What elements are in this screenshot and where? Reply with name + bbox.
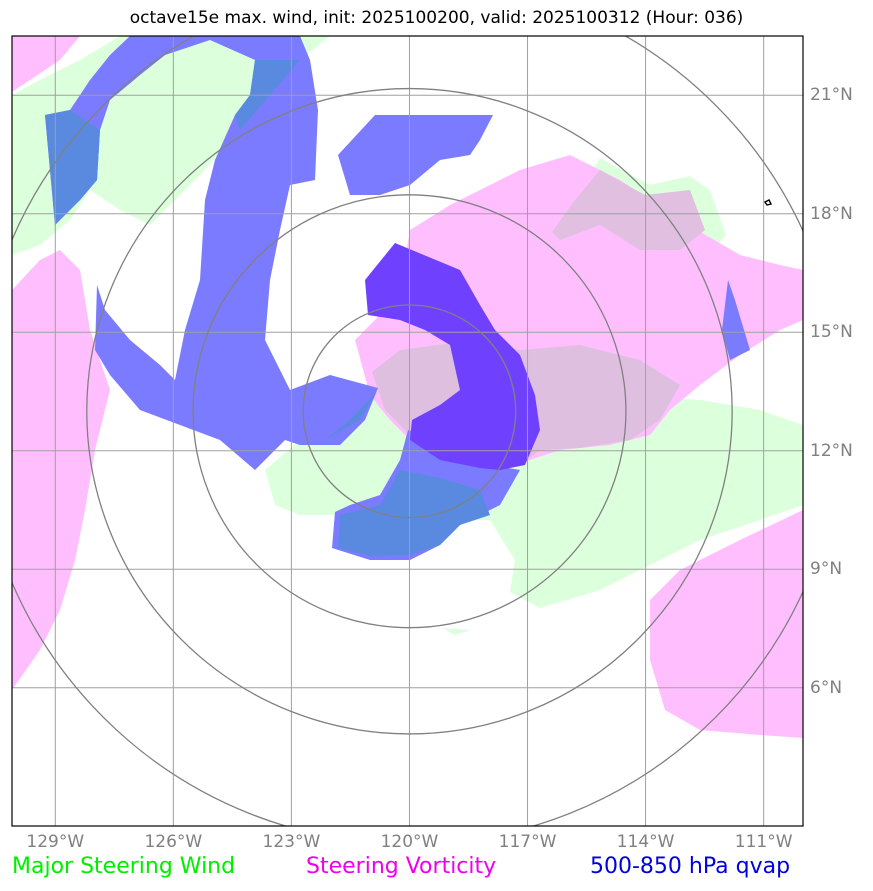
vorticity-area-southeast xyxy=(650,510,803,738)
overlap-northeast xyxy=(552,170,705,250)
wind-area-south xyxy=(265,390,803,608)
range-ring xyxy=(192,194,627,629)
graticule xyxy=(12,36,803,826)
longitude-tick-label: 111°W xyxy=(734,832,793,852)
latitude-tick-label: 15°N xyxy=(810,322,853,343)
qvap-area-east xyxy=(722,280,750,360)
latitude-tick-label: 12°N xyxy=(810,440,853,461)
qvap-wind-overlap-south xyxy=(338,470,490,556)
legend-major-steering-wind: Major Steering Wind xyxy=(12,854,236,879)
qvap-area-dark xyxy=(365,243,540,470)
longitude-tick-label: 117°W xyxy=(498,832,557,852)
latitude-tick-label: 18°N xyxy=(810,203,853,224)
longitude-tick-label: 123°W xyxy=(262,832,321,852)
map-title: octave15e max. wind, init: 2025100200, v… xyxy=(129,8,744,28)
latitude-tick-label: 6°N xyxy=(810,677,843,698)
range-ring xyxy=(302,304,517,519)
latitude-tick-label: 9°N xyxy=(810,559,843,580)
vorticity-area-west xyxy=(12,250,110,690)
range-rings xyxy=(12,36,803,826)
longitude-tick-label: 126°W xyxy=(144,832,203,852)
longitude-tick-label: 120°W xyxy=(380,832,439,852)
legend-steering-vorticity: Steering Vorticity xyxy=(306,854,497,879)
vorticity-area-nw-corner xyxy=(12,36,80,92)
wind-area-small xyxy=(442,628,470,635)
longitude-tick-label: 129°W xyxy=(26,832,85,852)
island-outline xyxy=(763,199,773,206)
longitude-tick-label: 114°W xyxy=(616,832,675,852)
map-frame xyxy=(11,35,804,827)
qvap-wind-overlap-nw xyxy=(45,110,100,225)
qvap-area-northwest xyxy=(45,36,378,470)
latitude-tick-label: 21°N xyxy=(810,85,853,106)
legend-qvap: 500-850 hPa qvap xyxy=(590,854,791,879)
range-ring xyxy=(86,87,733,735)
qvap-area-north xyxy=(338,115,493,195)
